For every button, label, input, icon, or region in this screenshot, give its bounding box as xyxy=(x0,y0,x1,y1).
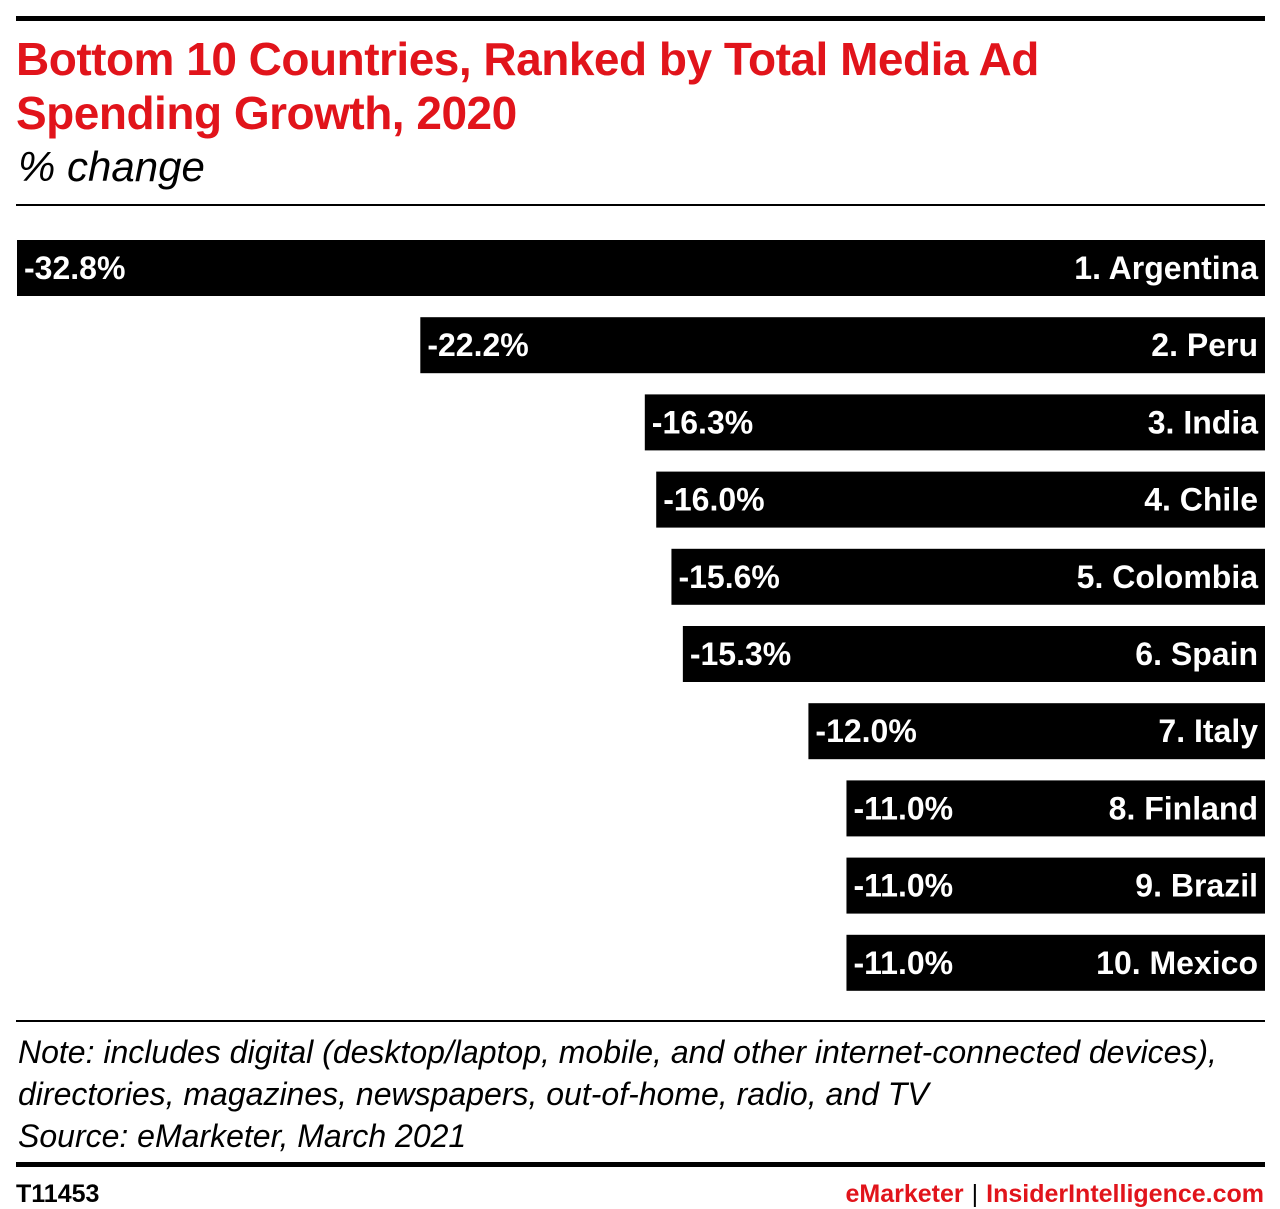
bar-category-label: 9. Brazil xyxy=(1135,868,1258,904)
bar-category-label: 4. Chile xyxy=(1144,482,1258,518)
bar xyxy=(846,857,1265,914)
bar xyxy=(17,240,1265,296)
bar-chart: -32.8% 1. Argentina -22.2% 2. Peru -16.3% 3. … xyxy=(17,240,1265,991)
bar xyxy=(846,780,1265,837)
bar xyxy=(846,934,1265,991)
bar-category-label: 3. India xyxy=(1148,404,1258,440)
bar-group: -15.6% 5. Colombia xyxy=(671,548,1265,605)
bar-category-label: 2. Peru xyxy=(1151,327,1258,363)
bar xyxy=(420,317,1265,374)
bar-value-label: -32.8% xyxy=(24,250,125,286)
bar-category-label: 8. Finland xyxy=(1109,790,1258,826)
bar xyxy=(682,626,1265,682)
bar-group: -16.0% 4. Chile xyxy=(656,471,1265,528)
chart-title: Bottom 10 Countries, Ranked by Total Med… xyxy=(16,33,1039,139)
chart-subtitle: % change xyxy=(18,143,205,190)
bar-category-label: 10. Mexico xyxy=(1096,945,1258,981)
bar-category-label: 6. Spain xyxy=(1135,636,1258,672)
bar-group: -12.0% 7. Italy xyxy=(808,703,1265,760)
chart-id: T11453 xyxy=(16,1180,100,1208)
brand-emarketer: eMarketer xyxy=(845,1180,964,1208)
bar-category-label: 1. Argentina xyxy=(1074,250,1258,286)
bar-value-label: -16.3% xyxy=(652,404,753,440)
bar-group: -15.3% 6. Spain xyxy=(682,626,1265,682)
bar-value-label: -15.6% xyxy=(678,559,779,595)
brand-insiderintelligence: InsiderIntelligence.com xyxy=(986,1180,1264,1208)
bar-value-label: -11.0% xyxy=(853,945,953,981)
bar-value-label: -11.0% xyxy=(853,790,953,826)
bar-group: -11.0% 10. Mexico xyxy=(846,934,1265,991)
notes-divider xyxy=(16,1020,1265,1022)
bar-value-label: -15.3% xyxy=(690,636,791,672)
footer-branding: eMarketer | InsiderIntelligence.com xyxy=(846,1179,1265,1209)
bar xyxy=(808,703,1265,760)
bar-group: -11.0% 9. Brazil xyxy=(846,857,1265,914)
bar-group: -16.3% 3. India xyxy=(644,394,1265,451)
bar-category-label: 5. Colombia xyxy=(1077,559,1259,595)
brand-separator: | xyxy=(971,1180,979,1208)
bar xyxy=(656,471,1265,528)
bar-category-label: 7. Italy xyxy=(1158,713,1258,749)
chart-note: Note: includes digital (desktop/laptop, … xyxy=(18,1034,1217,1112)
bar-value-label: -11.0% xyxy=(853,868,953,904)
header-divider xyxy=(16,204,1265,206)
chart-source: Source: eMarketer, March 2021 xyxy=(18,1118,467,1154)
bar xyxy=(671,548,1265,605)
bar-group: -11.0% 8. Finland xyxy=(846,780,1265,837)
top-rule xyxy=(16,16,1265,21)
bar-value-label: -12.0% xyxy=(815,713,916,749)
bar-group: -32.8% 1. Argentina xyxy=(17,240,1265,296)
bar-value-label: -16.0% xyxy=(663,482,764,518)
bar-group: -22.2% 2. Peru xyxy=(420,317,1265,374)
footer-rule xyxy=(16,1162,1265,1167)
bar-value-label: -22.2% xyxy=(427,327,528,363)
bar xyxy=(644,394,1265,451)
